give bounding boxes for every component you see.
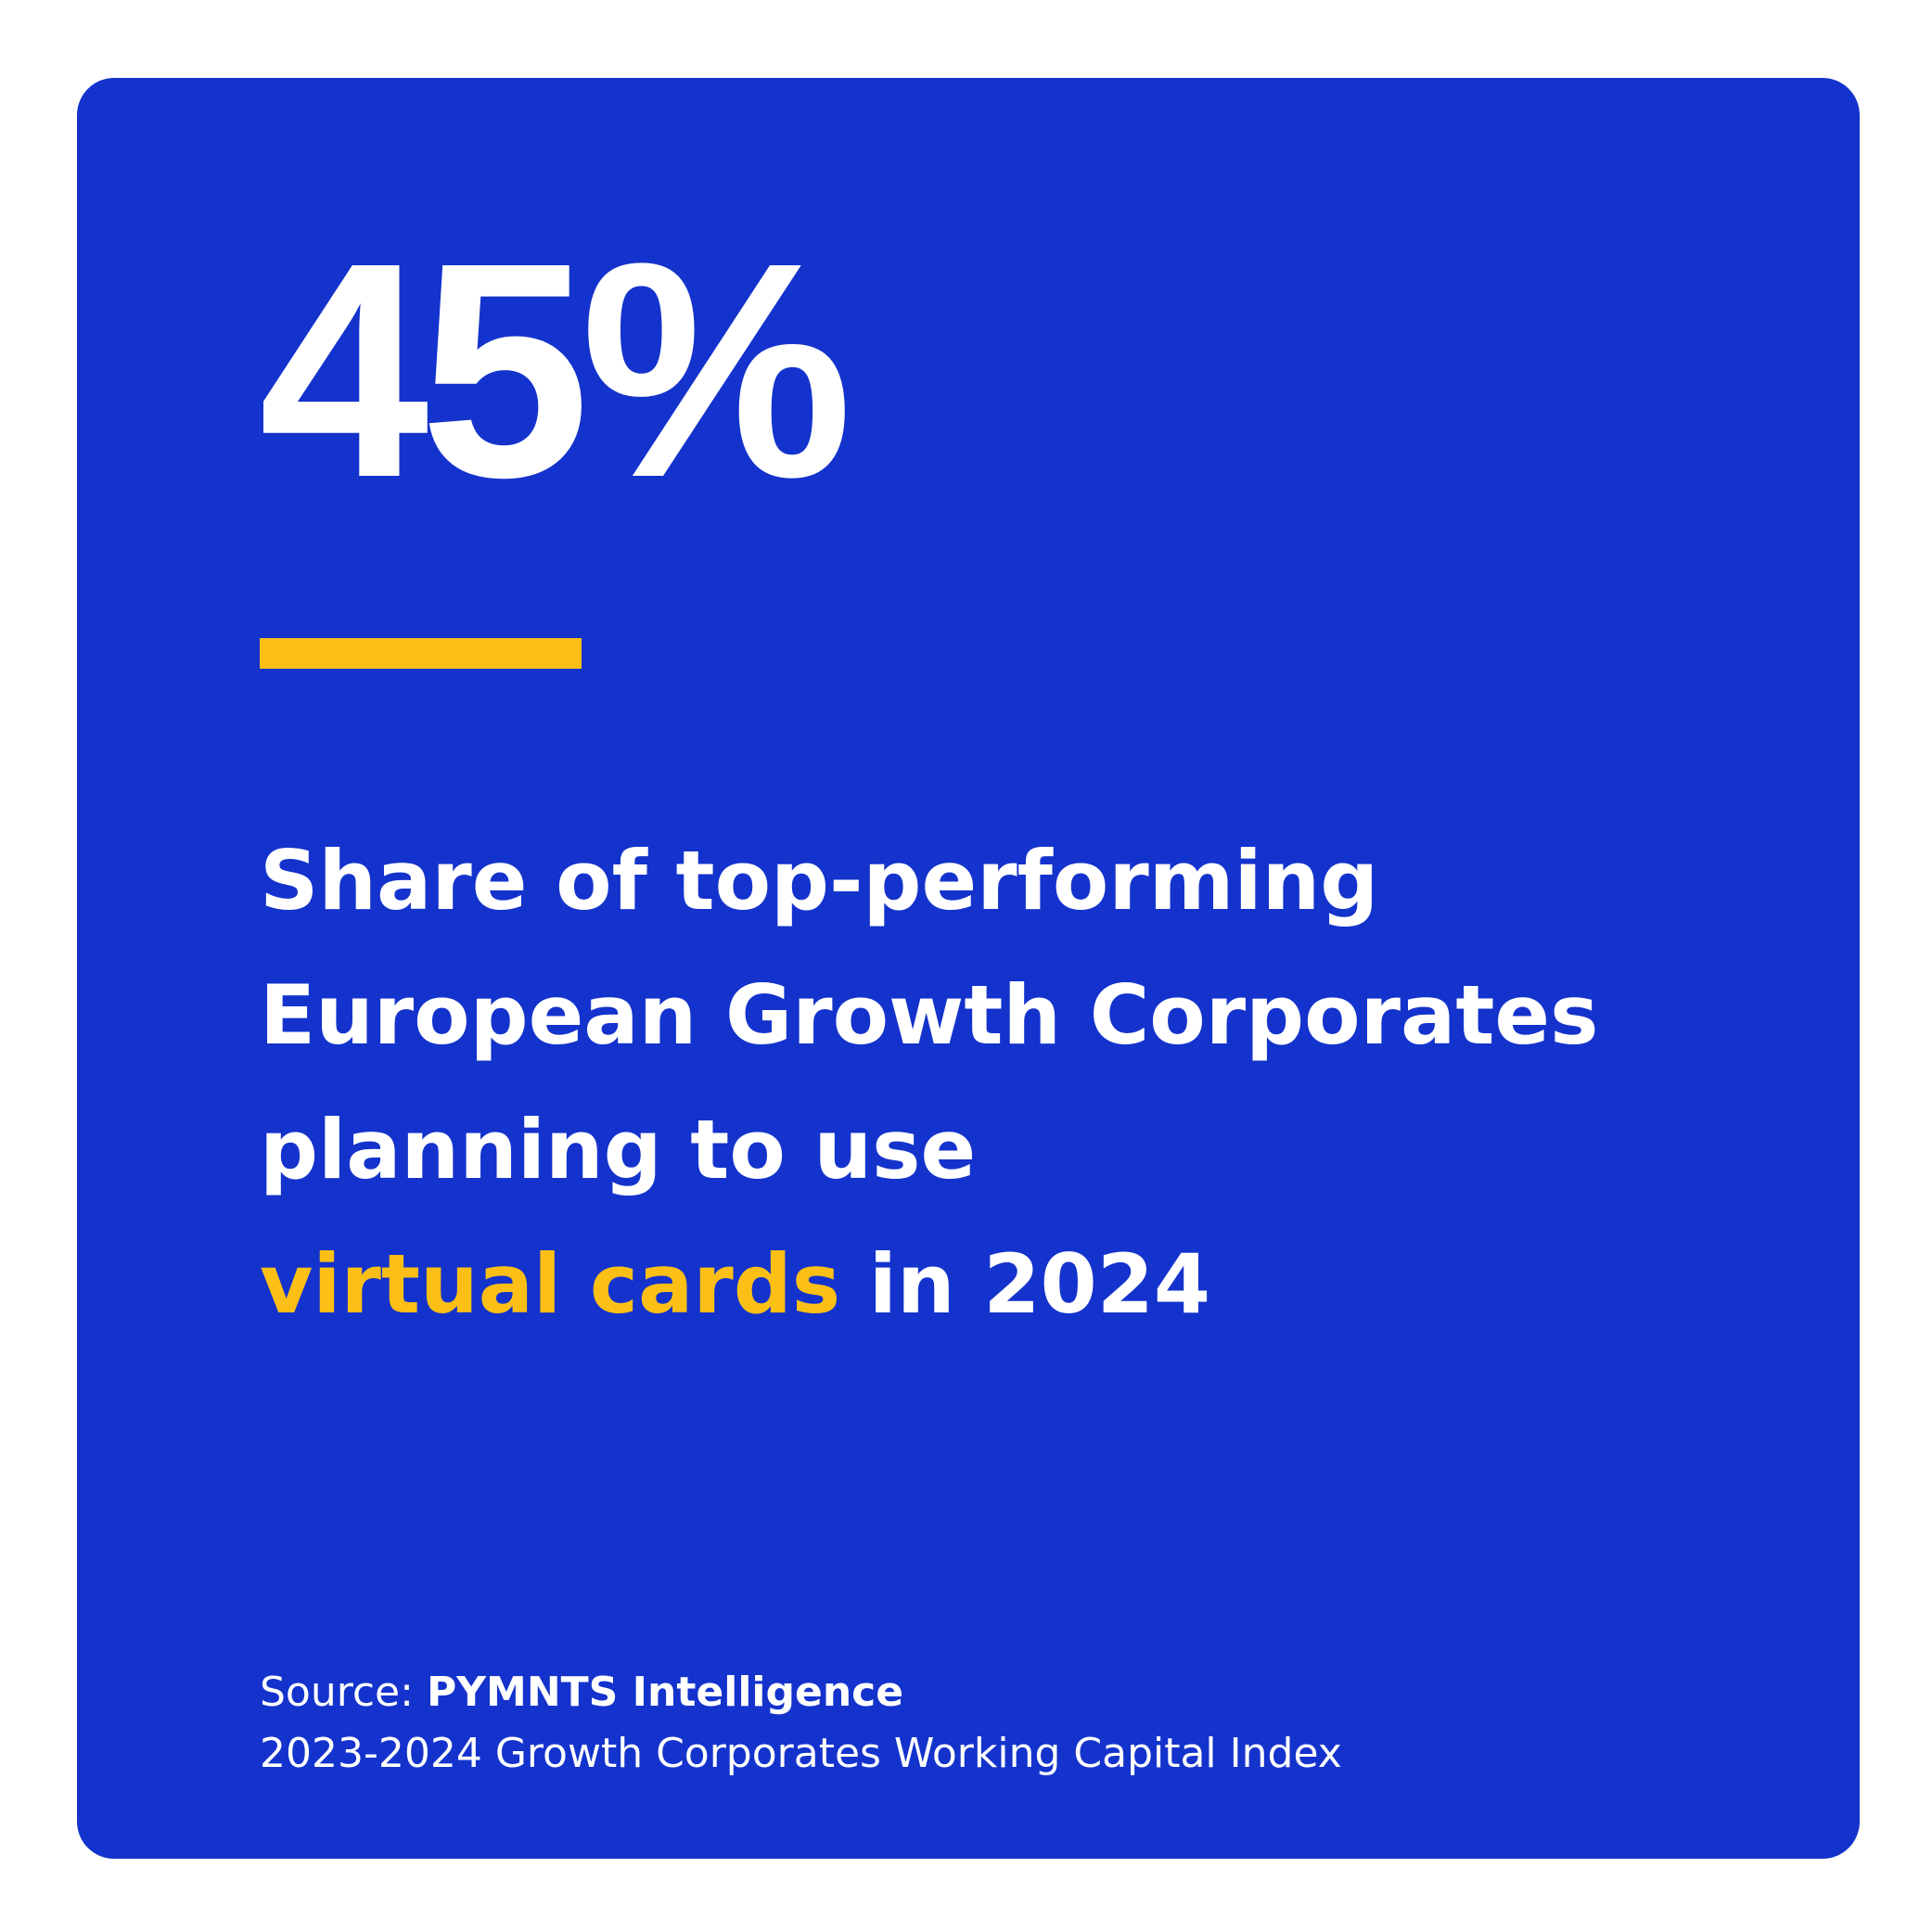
- source-org: PYMNTS Intelligence: [426, 1669, 904, 1716]
- source-line-1: Source: PYMNTS Intelligence: [260, 1662, 1342, 1723]
- source-label: Source:: [260, 1669, 427, 1716]
- stat-value: 45%: [259, 198, 852, 541]
- headline-line-4-rest: in 2024: [840, 1236, 1211, 1332]
- headline: Share of top-performing European Growth …: [260, 813, 1599, 1351]
- accent-divider: [260, 638, 582, 669]
- headline-highlight: virtual cards: [260, 1236, 841, 1332]
- headline-line-2: European Growth Corporates: [260, 967, 1599, 1063]
- source-citation: Source: PYMNTS Intelligence 2023-2024 Gr…: [260, 1662, 1342, 1785]
- source-report: 2023-2024 Growth Corporates Working Capi…: [260, 1730, 1342, 1777]
- headline-line-1: Share of top-performing: [260, 833, 1379, 928]
- headline-line-3: planning to use: [260, 1102, 977, 1197]
- headline-line-4: virtual cards in 2024: [260, 1217, 1599, 1351]
- infographic-card: 45% Share of top-performing European Gro…: [77, 78, 1860, 1859]
